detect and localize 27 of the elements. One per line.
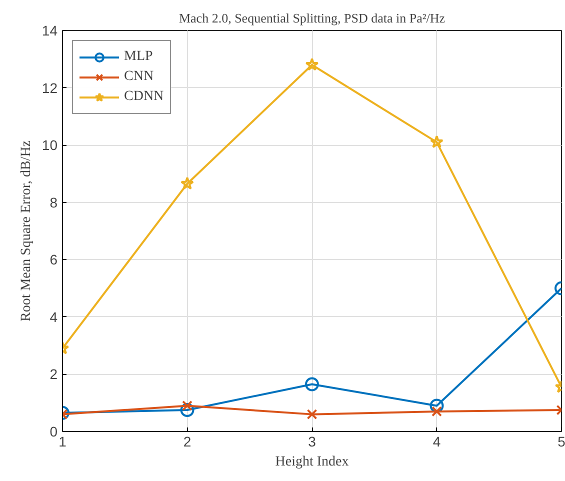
point — [180, 403, 194, 418]
y-axis-title: Root Mean Square Error, dB/Hz — [18, 140, 34, 322]
y-tick-label: 10 — [42, 137, 58, 154]
x-tick-label: 3 — [308, 434, 316, 450]
legend-label: CDNN — [124, 89, 164, 105]
y-tick-label: 12 — [42, 80, 58, 96]
point — [305, 377, 319, 392]
point — [305, 58, 319, 71]
x-tick-label: 1 — [58, 434, 67, 450]
chart-title: Mach 2.0, Sequential Splitting, PSD data in Pa²/Hz — [178, 10, 446, 26]
legend-label: MLP — [124, 49, 153, 65]
y-tick-label: 4 — [50, 308, 58, 325]
y-tick-label: 14 — [42, 22, 58, 38]
x-axis-title: Height Index — [275, 454, 349, 470]
legend-label: CNN — [124, 69, 154, 85]
y-tick-label: 6 — [50, 252, 58, 268]
point — [432, 406, 442, 417]
point — [180, 176, 194, 190]
point — [430, 135, 444, 148]
y-tick-label: 8 — [50, 194, 58, 210]
y-tick-label: 2 — [50, 366, 58, 382]
x-tick-label: 2 — [183, 434, 192, 450]
x-tick-label: 5 — [558, 434, 565, 450]
y-tick-label: 0 — [50, 424, 58, 440]
point — [306, 409, 318, 420]
point — [430, 398, 444, 413]
x-tick-label: 4 — [432, 434, 441, 450]
